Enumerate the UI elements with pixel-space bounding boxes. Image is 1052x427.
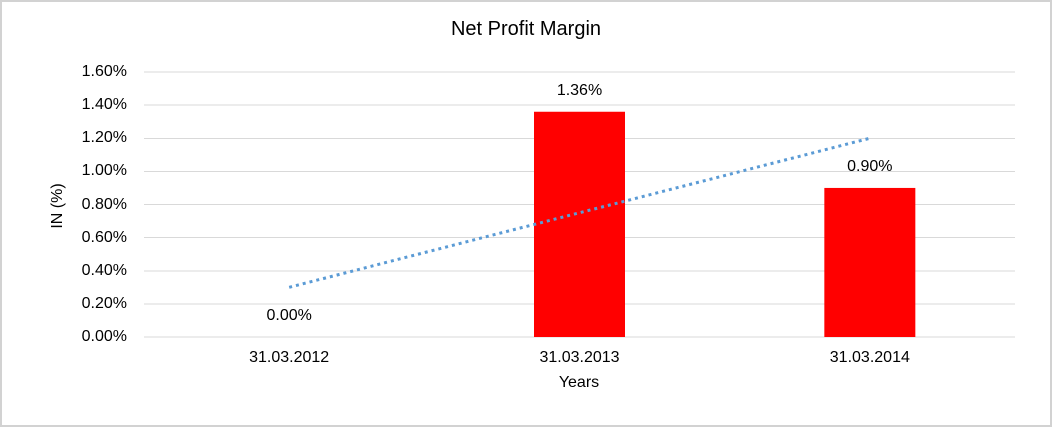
trendline [288, 136, 871, 289]
data-label: 0.90% [847, 157, 893, 175]
y-tick-label: 1.20% [81, 129, 127, 147]
y-tick-label: 0.00% [81, 328, 127, 345]
x-tick-label: 31.03.2012 [249, 349, 330, 366]
x-tick-label: 31.03.2013 [539, 349, 620, 366]
chart-title: Net Profit Margin [450, 18, 602, 40]
y-tick-label: 1.60% [81, 63, 127, 80]
data-label: 0.00% [266, 307, 312, 324]
y-tick-label: 0.60% [81, 228, 127, 246]
data-label: 1.36% [556, 81, 603, 99]
y-tick-label: 0.80% [81, 195, 127, 213]
x-tick-label: 31.03.2014 [829, 349, 910, 366]
y-tick-label: 1.00% [81, 162, 127, 180]
bar-31.03.2013 [534, 111, 625, 337]
x-axis-title: Years [558, 374, 600, 391]
y-tick-label: 1.40% [81, 96, 127, 114]
y-tick-label: 0.20% [81, 294, 127, 312]
bar-31.03.2014 [824, 187, 916, 337]
y-tick-label: 0.40% [81, 261, 127, 279]
